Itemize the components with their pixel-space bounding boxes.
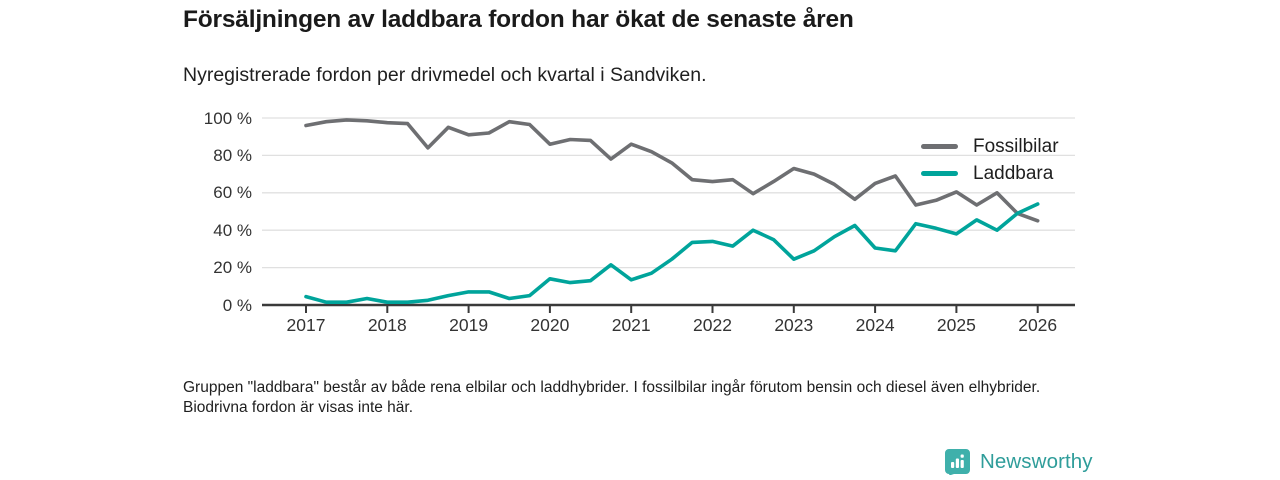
legend-label-fossilbilar: Fossilbilar [973, 135, 1059, 157]
y-axis-label: 80 % [213, 145, 252, 165]
x-axis-label: 2025 [936, 315, 976, 335]
x-axis-label: 2026 [1018, 315, 1058, 335]
y-axis-label: 100 % [203, 108, 252, 128]
x-axis-label: 2020 [530, 315, 570, 335]
x-axis-label: 2022 [693, 315, 732, 335]
series-line-laddbara [304, 202, 1040, 305]
chart-footnote: Gruppen "laddbara" består av både rena e… [183, 379, 1041, 417]
x-axis-label: 2018 [367, 315, 407, 335]
legend-item-laddbara: Laddbara [921, 160, 1059, 187]
newsworthy-logo-link[interactable]: Newsworthy [944, 448, 1093, 475]
y-axis-label: 40 % [213, 220, 252, 240]
chart-legend: Fossilbilar Laddbara [921, 133, 1059, 187]
laddbara-line-swatch [921, 171, 958, 176]
newsworthy-logo-text: Newsworthy [980, 449, 1093, 473]
y-axis-label: 60 % [213, 183, 252, 203]
y-axis-label: 20 % [213, 258, 252, 278]
y-axis-label: 0 % [222, 295, 252, 315]
x-axis-label: 2017 [286, 315, 326, 335]
series-line-fossilbilar [304, 118, 1040, 223]
x-axis-label: 2024 [855, 315, 895, 335]
fossilbilar-line-swatch [921, 144, 958, 149]
page-title: Försäljningen av laddbara fordon har öka… [183, 6, 854, 33]
x-axis-label: 2023 [774, 315, 814, 335]
legend-item-fossilbilar: Fossilbilar [921, 133, 1059, 160]
newsworthy-badge-icon [945, 449, 970, 475]
chart-subtitle: Nyregistrerade fordon per drivmedel och … [183, 64, 707, 86]
x-axis-label: 2019 [449, 315, 489, 335]
legend-label-laddbara: Laddbara [973, 162, 1054, 184]
x-axis-label: 2021 [611, 315, 651, 335]
